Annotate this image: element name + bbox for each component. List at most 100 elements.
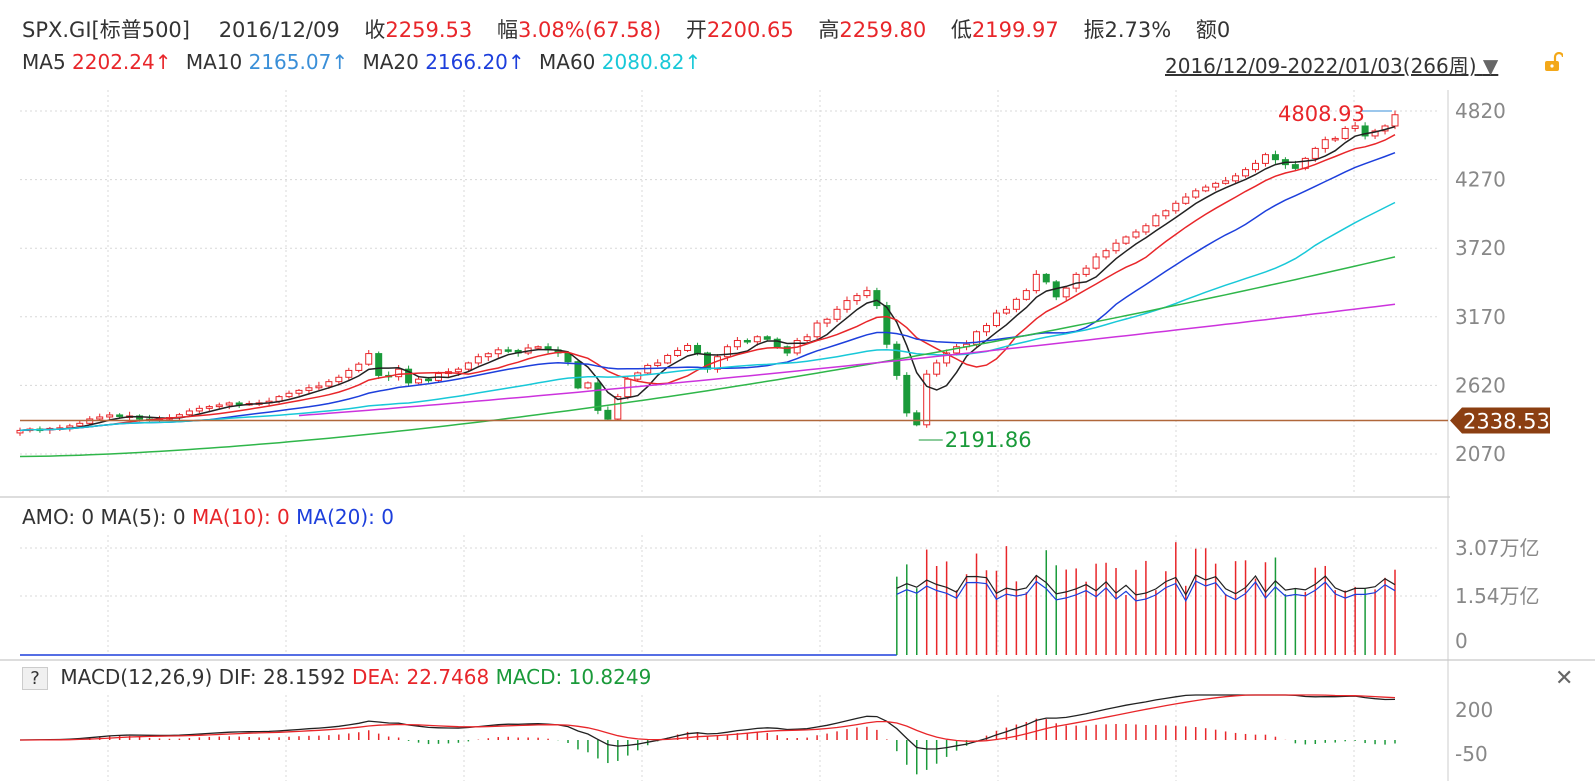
candle: [205, 406, 213, 409]
dea-label: DEA: 22.7468: [352, 665, 490, 689]
candle: [1341, 127, 1349, 139]
candle: [1172, 202, 1180, 212]
open-value: 2200.65: [706, 18, 794, 42]
candle: [1042, 273, 1050, 283]
candle: [614, 396, 622, 420]
price-tick-label: 3170: [1455, 305, 1506, 329]
macd-value-label: MACD: 10.8249: [495, 665, 652, 689]
amo-tick-label: 0: [1455, 629, 1468, 653]
candle: [863, 290, 871, 297]
candle: [694, 344, 702, 354]
candle: [425, 378, 433, 382]
candle: [1331, 137, 1339, 141]
candle: [992, 312, 1000, 327]
candle: [1261, 154, 1269, 164]
candle: [454, 368, 462, 373]
amp-value: 2.73%: [1104, 18, 1172, 42]
candle: [474, 356, 482, 364]
candle: [733, 339, 741, 348]
help-button[interactable]: ?: [22, 667, 48, 690]
candle: [365, 353, 373, 365]
ma5-line: [19, 125, 1396, 432]
candle: [1082, 267, 1090, 275]
candle: [1212, 182, 1220, 188]
candle: [574, 361, 582, 389]
max-price-label: 4808.93: [1278, 102, 1365, 126]
quote-header: SPX.GI[标普500] 2016/12/09 收2259.53 幅3.08%…: [22, 14, 1230, 44]
ma10-line: [19, 134, 1396, 432]
candle: [355, 363, 363, 371]
candle: [1022, 290, 1030, 300]
ma20-label: MA20: [362, 50, 419, 74]
candle: [1371, 130, 1379, 137]
candle: [76, 422, 84, 427]
change-label: 幅: [496, 18, 518, 42]
candle: [1271, 154, 1279, 161]
candle: [933, 362, 941, 375]
amo-label: AMO: 0: [22, 505, 95, 529]
candle: [664, 354, 672, 364]
candle: [654, 362, 662, 366]
candle: [325, 381, 333, 387]
close-value: 2259.53: [385, 18, 473, 42]
ma-legend: MA5 2202.24↑ MA10 2165.07↑ MA20 2166.20↑…: [22, 50, 701, 74]
candle: [743, 339, 751, 343]
candle: [395, 368, 403, 378]
price-tick-label: 2070: [1455, 442, 1506, 466]
ma10-value: 2165.07↑: [248, 50, 349, 74]
candle: [903, 374, 911, 414]
amo-tick-label: 1.54万亿: [1455, 584, 1540, 608]
ma5-value: 2202.24↑: [72, 50, 172, 74]
low-value: 2199.97: [971, 18, 1059, 42]
candle: [1222, 180, 1230, 184]
candle: [1062, 287, 1070, 298]
candle: [185, 410, 193, 416]
candle: [1112, 242, 1120, 252]
ma60-label: MA60: [539, 50, 596, 74]
candle: [1122, 236, 1130, 244]
dropdown-arrow-icon[interactable]: ▼: [1482, 54, 1499, 78]
candle: [674, 349, 682, 356]
candle: [1142, 225, 1150, 233]
candle: [813, 322, 821, 338]
candle: [1092, 256, 1100, 269]
close-label: 收: [364, 18, 386, 42]
candle: [464, 362, 472, 370]
candle: [1311, 147, 1319, 159]
amo-ma5-label: MA(5): 0: [100, 505, 186, 529]
macd-tick-label: -50: [1455, 742, 1488, 766]
candle: [1012, 298, 1020, 310]
candle: [1002, 308, 1010, 314]
candle: [883, 305, 891, 345]
candle: [16, 429, 24, 434]
amo-ma20-line: [896, 580, 1396, 603]
candle: [803, 336, 811, 341]
change-value: 3.08%(67.58): [517, 18, 662, 42]
candle: [594, 382, 602, 411]
ma5-label: MA5: [22, 50, 66, 74]
date-range-selector[interactable]: 2016/12/09-2022/01/03(266周) ▼: [1165, 50, 1498, 79]
price-tick-label: 4820: [1455, 99, 1506, 123]
close-icon[interactable]: ✕: [1555, 666, 1574, 691]
amount-label: 额: [1195, 18, 1217, 42]
candle: [1102, 250, 1110, 258]
candle: [753, 336, 761, 343]
candle: [335, 376, 343, 383]
dea-line: [20, 694, 1396, 742]
price-tick-label: 4270: [1455, 168, 1506, 192]
candle: [195, 407, 203, 412]
candle: [1291, 164, 1299, 169]
unlock-icon[interactable]: [1543, 52, 1563, 72]
candle: [823, 318, 831, 324]
candle: [415, 378, 423, 384]
candle: [345, 369, 353, 378]
dif-line: [19, 694, 1396, 750]
candle: [106, 414, 114, 418]
candle: [1321, 139, 1329, 149]
candle: [116, 414, 124, 417]
ma20-value: 2166.20↑: [425, 50, 525, 74]
candle: [1072, 273, 1080, 289]
ma250-line: [298, 303, 1396, 417]
